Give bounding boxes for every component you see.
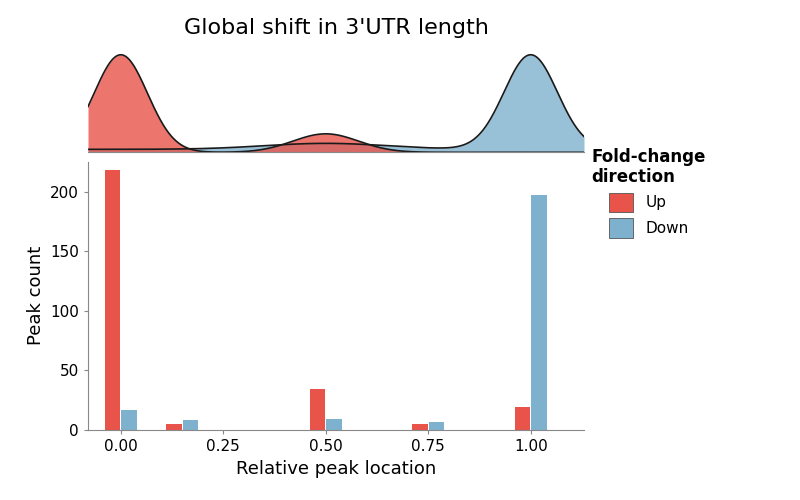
Bar [105, 170, 120, 430]
Bar [326, 420, 342, 430]
Title: Global shift in 3'UTR length: Global shift in 3'UTR length [183, 18, 489, 38]
Bar [412, 424, 428, 430]
Legend: Up, Down: Up, Down [592, 148, 706, 238]
Bar [429, 422, 444, 430]
Bar [310, 390, 326, 430]
Bar [531, 195, 546, 430]
Y-axis label: Peak count: Peak count [26, 246, 45, 346]
Bar [122, 410, 137, 430]
Bar [514, 408, 530, 430]
Bar [182, 420, 198, 430]
X-axis label: Relative peak location: Relative peak location [236, 460, 436, 477]
Bar [166, 424, 182, 430]
